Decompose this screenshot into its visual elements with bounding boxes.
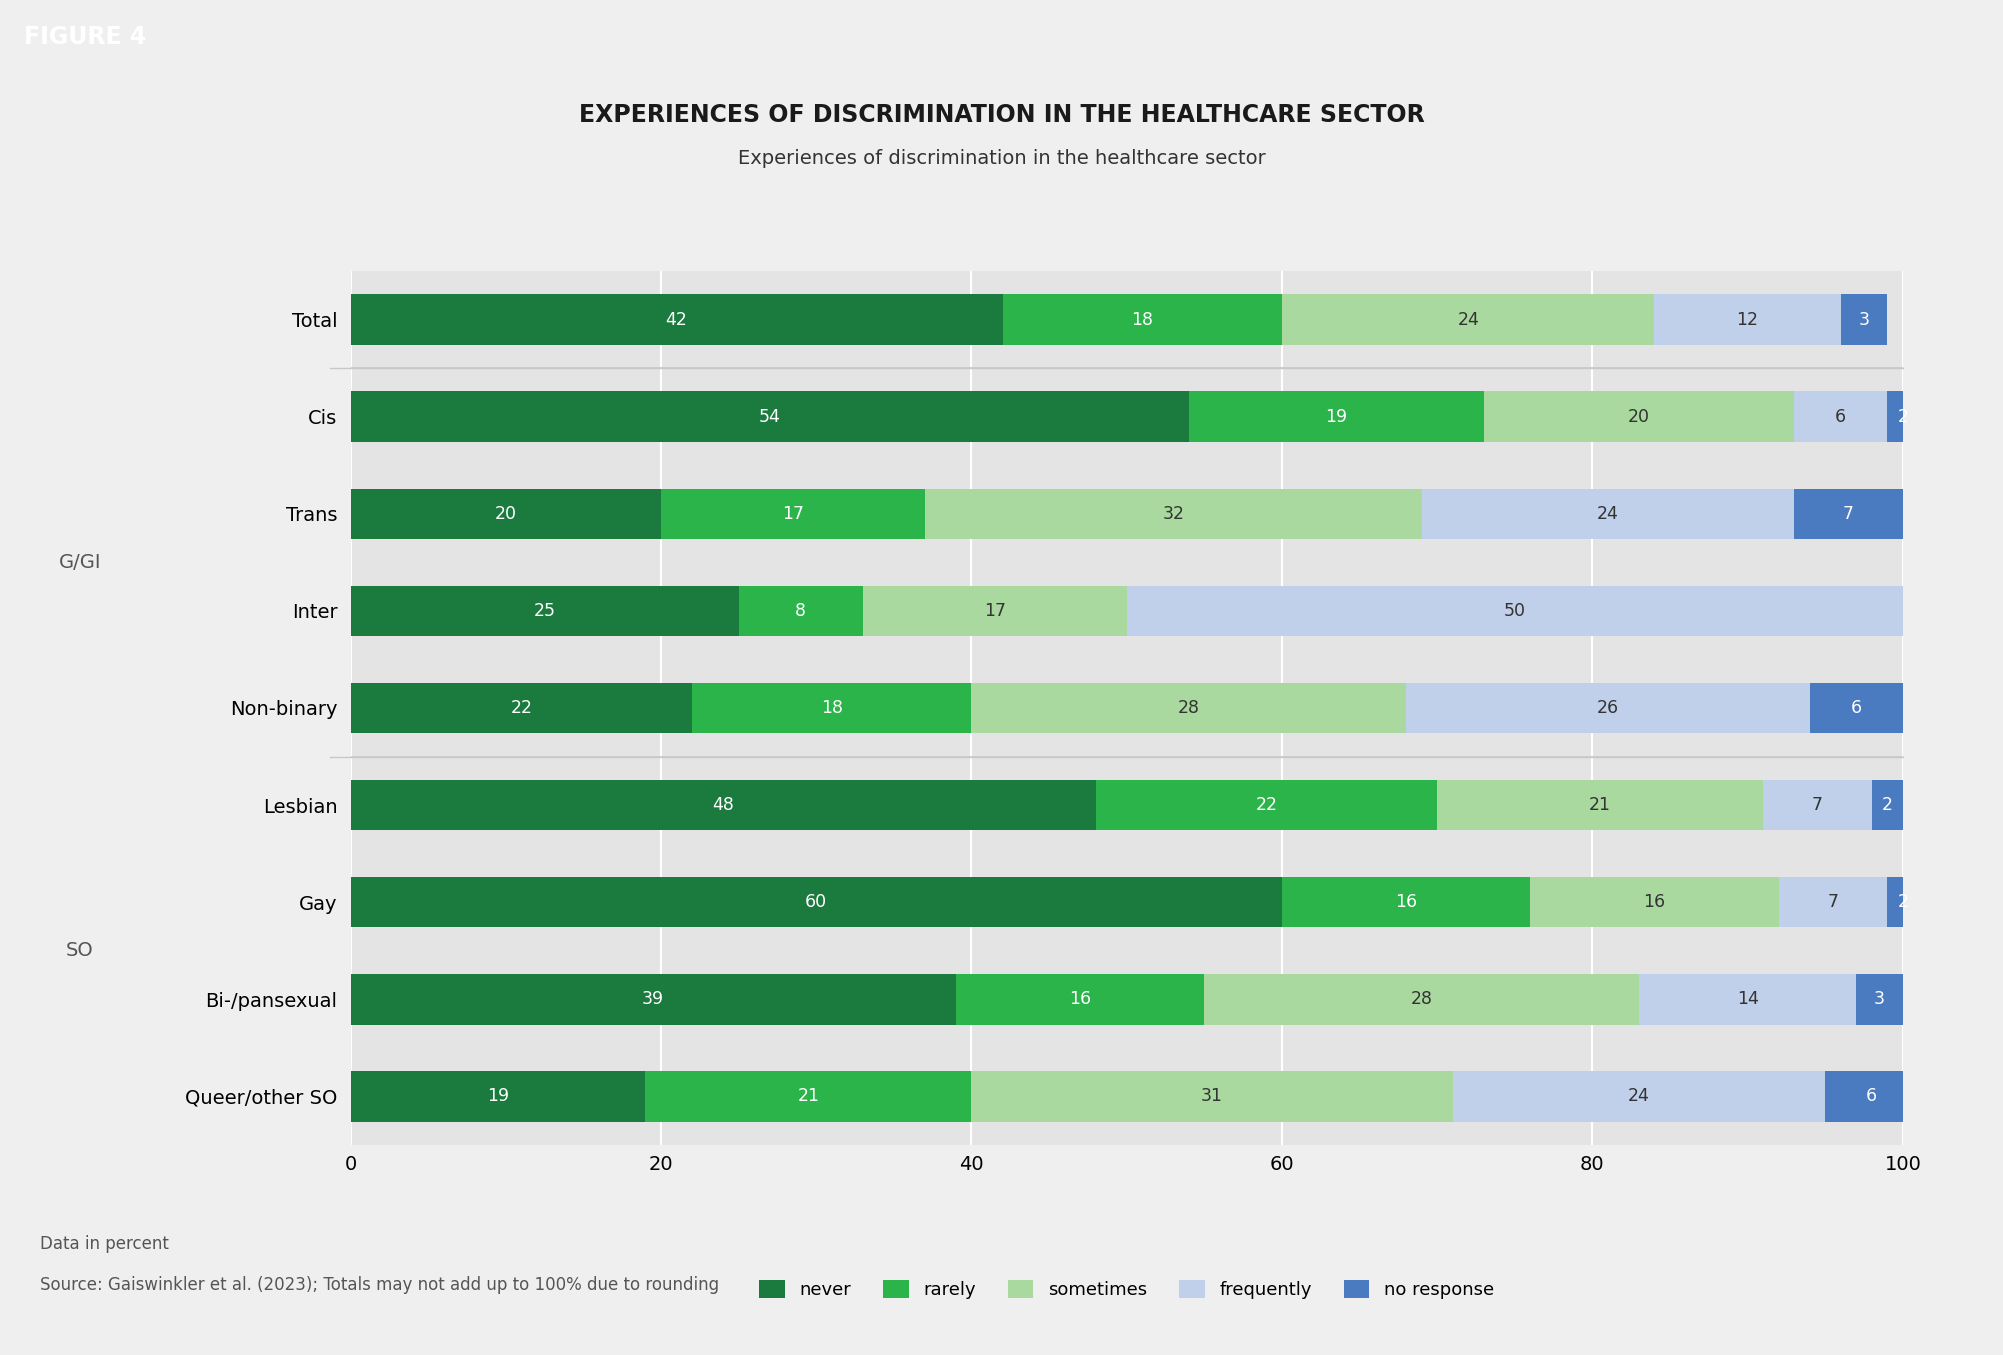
Text: 14: 14 [1737, 991, 1759, 1008]
Bar [1654, 294, 1841, 344]
Text: 20: 20 [495, 505, 517, 523]
Text: 22: 22 [1256, 797, 1278, 814]
Bar [1779, 877, 1887, 927]
Bar [645, 1072, 971, 1122]
Bar [1530, 877, 1779, 927]
Bar [1004, 294, 1282, 344]
Bar [1436, 780, 1763, 831]
Text: EXPERIENCES OF DISCRIMINATION IN THE HEALTHCARE SECTOR: EXPERIENCES OF DISCRIMINATION IN THE HEA… [579, 103, 1424, 127]
Bar [1809, 683, 1903, 733]
Bar [661, 489, 925, 539]
Text: 17: 17 [781, 505, 803, 523]
Bar [351, 585, 739, 635]
Text: 48: 48 [713, 797, 733, 814]
Text: 19: 19 [1326, 408, 1348, 425]
Text: 12: 12 [1737, 310, 1759, 328]
Text: 6: 6 [1867, 1088, 1877, 1106]
Text: 21: 21 [797, 1088, 819, 1106]
Text: 7: 7 [1827, 893, 1839, 911]
Bar [863, 585, 1126, 635]
Bar [1188, 392, 1484, 442]
Bar [1857, 974, 1903, 1024]
Text: 24: 24 [1458, 310, 1478, 328]
Bar [351, 974, 955, 1024]
Bar [1795, 489, 1903, 539]
Text: Experiences of discrimination in the healthcare sector: Experiences of discrimination in the hea… [737, 149, 1266, 168]
Bar [1096, 780, 1438, 831]
Bar [1204, 974, 1638, 1024]
Text: 17: 17 [983, 602, 1006, 619]
Text: Source: Gaiswinkler et al. (2023); Totals may not add up to 100% due to rounding: Source: Gaiswinkler et al. (2023); Total… [40, 1276, 719, 1294]
Bar [1406, 683, 1809, 733]
Text: 19: 19 [487, 1088, 509, 1106]
Text: Data in percent: Data in percent [40, 1236, 168, 1253]
Bar [351, 877, 1282, 927]
Text: G/GI: G/GI [58, 553, 102, 572]
Bar [1452, 1072, 1825, 1122]
Text: 2: 2 [1897, 893, 1909, 911]
Text: 20: 20 [1628, 408, 1650, 425]
Bar [1763, 780, 1873, 831]
Bar [351, 489, 661, 539]
Text: 32: 32 [1162, 505, 1184, 523]
Bar [739, 585, 863, 635]
Bar [1873, 780, 1903, 831]
Bar [1887, 392, 1919, 442]
Bar [925, 489, 1422, 539]
Text: 6: 6 [1835, 408, 1847, 425]
Text: 2: 2 [1897, 408, 1909, 425]
Bar [351, 1072, 645, 1122]
Text: 3: 3 [1859, 310, 1869, 328]
Text: 22: 22 [511, 699, 533, 717]
Text: 3: 3 [1875, 991, 1885, 1008]
Text: 18: 18 [1132, 310, 1154, 328]
Text: 7: 7 [1843, 505, 1855, 523]
Bar [1126, 585, 1903, 635]
Text: 28: 28 [1178, 699, 1200, 717]
Bar [1282, 877, 1530, 927]
Text: 24: 24 [1628, 1088, 1650, 1106]
Text: 28: 28 [1410, 991, 1432, 1008]
Bar [971, 683, 1406, 733]
Text: 2: 2 [1883, 797, 1893, 814]
Bar [1484, 392, 1795, 442]
Text: SO: SO [66, 942, 94, 961]
Bar [1422, 489, 1795, 539]
Text: 16: 16 [1394, 893, 1418, 911]
Text: 7: 7 [1813, 797, 1823, 814]
Text: 6: 6 [1851, 699, 1863, 717]
Text: 39: 39 [643, 991, 665, 1008]
Text: FIGURE 4: FIGURE 4 [24, 26, 146, 49]
Bar [351, 392, 1188, 442]
Text: 54: 54 [759, 408, 781, 425]
Text: 50: 50 [1504, 602, 1526, 619]
Text: 24: 24 [1596, 505, 1618, 523]
Bar [1887, 877, 1919, 927]
Bar [1825, 1072, 1919, 1122]
Bar [971, 1072, 1452, 1122]
Bar [1638, 974, 1857, 1024]
Text: 25: 25 [533, 602, 555, 619]
Text: 60: 60 [805, 893, 827, 911]
Text: 8: 8 [795, 602, 805, 619]
Text: 18: 18 [821, 699, 843, 717]
Bar [693, 683, 971, 733]
Text: 42: 42 [665, 310, 687, 328]
Bar [1841, 294, 1887, 344]
Bar [351, 294, 1004, 344]
Bar [1795, 392, 1887, 442]
Bar [1282, 294, 1654, 344]
Text: 16: 16 [1642, 893, 1666, 911]
Bar [955, 974, 1204, 1024]
Bar [351, 780, 1096, 831]
Text: 26: 26 [1596, 699, 1618, 717]
Legend: never, rarely, sometimes, frequently, no response: never, rarely, sometimes, frequently, no… [751, 1272, 1502, 1306]
Text: 16: 16 [1070, 991, 1092, 1008]
Text: 31: 31 [1202, 1088, 1224, 1106]
Bar [351, 683, 693, 733]
Text: 21: 21 [1588, 797, 1610, 814]
